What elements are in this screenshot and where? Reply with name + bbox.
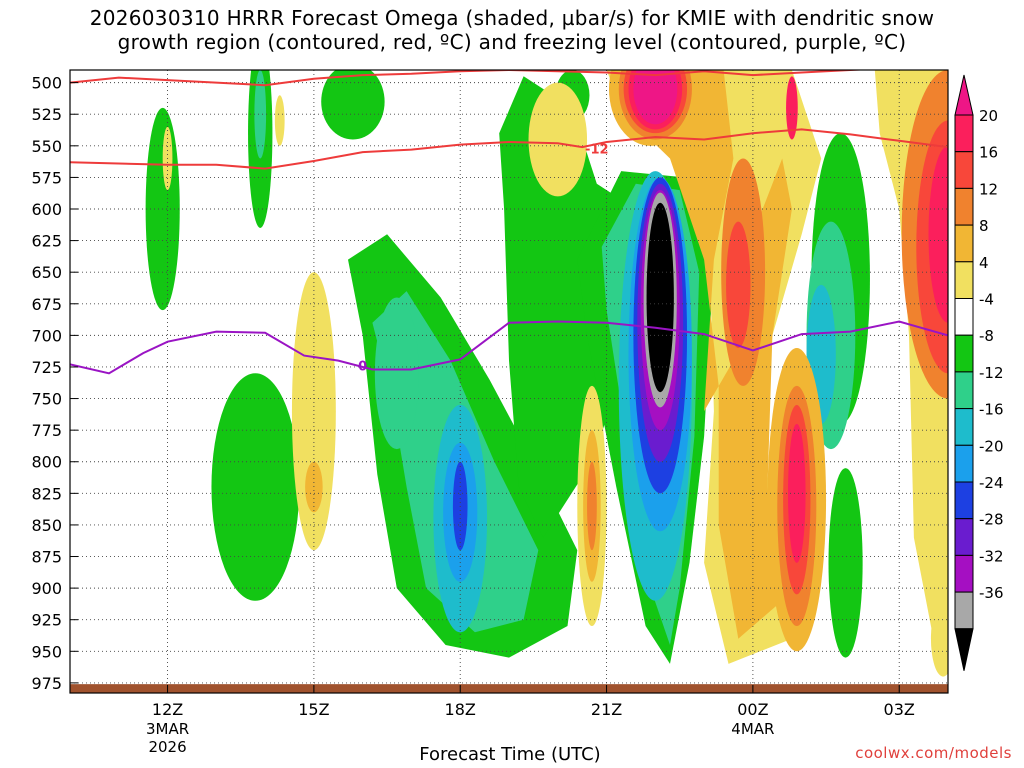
y-tick-label: 725 [31, 358, 62, 377]
contour-lines: -12 0 [70, 70, 948, 375]
plot-frame [69, 69, 949, 694]
y-tick-label: 650 [31, 263, 62, 282]
omega-ascent-left-m20 [452, 461, 468, 551]
colorbar-label: -24 [979, 474, 1004, 492]
terrain-strip [70, 684, 948, 693]
omega-blob-low-14z [211, 373, 300, 601]
x-tick-label: 18Z [445, 700, 476, 719]
freezing-contour-label: 0 [358, 360, 367, 375]
x-tick-sublabel: 2026 [148, 738, 186, 756]
x-tick-label: 12Z [152, 700, 183, 719]
dgz-upper-contour [70, 70, 870, 87]
omega-ascent-center [499, 76, 656, 538]
y-tick-label: 950 [31, 642, 62, 661]
colorbar-swatch [954, 334, 974, 373]
y-tick-label: 875 [31, 548, 62, 567]
colorbar-swatch [954, 261, 974, 299]
colorbar-swatch [954, 151, 974, 189]
omega-ascent-right-low [828, 468, 863, 658]
x-tick-label: 00Z [737, 700, 768, 719]
y-tick-label: 850 [31, 516, 62, 535]
y-tick-label: 900 [31, 579, 62, 598]
y-tick-label: 600 [31, 200, 62, 219]
omega-desc-15z [291, 272, 336, 551]
y-tick-label: 800 [31, 453, 62, 472]
y-tick-label: 500 [31, 74, 62, 93]
x-tick-label: 21Z [591, 700, 622, 719]
colorbar-label: -4 [979, 291, 994, 309]
y-tick-label: 575 [31, 168, 62, 187]
colorbar-swatch [954, 298, 974, 336]
x-tick-label: 15Z [298, 700, 329, 719]
colorbar-label: 20 [979, 107, 998, 125]
axes: 500 525 550 575 600 625 650 675 700 725 750 775 800 8… [31, 69, 949, 756]
x-tick-sublabel: 4MAR [731, 720, 774, 738]
colorbar-swatch [954, 518, 974, 556]
colorbar-swatch [954, 114, 974, 153]
colorbar-swatch [954, 444, 974, 483]
omega-desc-top-00z-core [786, 76, 798, 140]
omega-desc-top-p20 [633, 70, 678, 125]
colorbar-bottom-arrow [954, 628, 974, 671]
chart-title: 2026030310 HRRR Forecast Omega (shaded, … [0, 6, 1024, 54]
colorbar-label: -12 [979, 364, 1004, 382]
colorbar-swatch [954, 187, 974, 226]
x-tick-label: 03Z [884, 700, 915, 719]
colorbar-swatch [954, 224, 974, 263]
colorbar-label: -28 [979, 511, 1004, 529]
colorbar-swatch [954, 554, 974, 593]
colorbar-top-arrow [954, 74, 974, 116]
y-tick-label: 925 [31, 611, 62, 630]
omega-desc-mid-p12 [726, 221, 751, 349]
colorbar-label: 12 [979, 180, 998, 198]
colorbar-label: -16 [979, 401, 1004, 419]
omega-desc-right-p16 [928, 145, 948, 323]
y-tick-label: 550 [31, 137, 62, 156]
y-tick-label: 775 [31, 421, 62, 440]
omega-shaded-field [70, 70, 948, 693]
omega-desc-right-low [930, 600, 948, 677]
y-tick-label: 700 [31, 326, 62, 345]
omega-desc-15z-core [305, 461, 323, 513]
colorbar-label: -20 [979, 437, 1004, 455]
y-tick-label: 675 [31, 295, 62, 314]
omega-desc-low-p16 [788, 423, 806, 563]
colorbar-swatch [954, 371, 974, 410]
colorbar-swatch [954, 481, 974, 520]
y-tick-label: 750 [31, 390, 62, 409]
omega-desc-20z [528, 82, 588, 197]
colorbar-swatch [954, 408, 974, 446]
colorbar: 20 16 12 8 4 -4 -8 -12 -16 -20 -24 -28 -32 -36 [954, 74, 1004, 671]
x-axis-label: Forecast Time (UTC) [419, 744, 601, 765]
colorbar-label: 16 [979, 144, 998, 162]
omega-desc-tiny-14z [274, 95, 285, 146]
y-tick-label: 825 [31, 484, 62, 503]
omega-ascent-mid-m8 [374, 297, 419, 450]
chart-title-line1: 2026030310 HRRR Forecast Omega (shaded, … [89, 6, 935, 30]
chart-title-line2: growth region (contoured, red, ºC) and f… [117, 30, 907, 54]
omega-blob-top-16z [321, 70, 385, 140]
colorbar-label: -8 [979, 327, 994, 345]
y-tick-label: 525 [31, 105, 62, 124]
colorbar-label: 4 [979, 254, 989, 272]
omega-desc-21z-inner [587, 461, 597, 551]
dgz-contour-label: -12 [585, 142, 609, 157]
y-tick-label: 975 [31, 674, 62, 693]
omega-desc-main-p4 [616, 70, 792, 639]
colorbar-swatch [954, 591, 974, 630]
colorbar-label: -32 [979, 547, 1004, 565]
omega-core-m36 [646, 202, 674, 393]
y-tick-label: 625 [31, 232, 62, 251]
dgz-minus12-contour [70, 128, 948, 170]
freezing-level-contour [70, 320, 948, 375]
colorbar-label: -36 [979, 584, 1004, 602]
omega-blob-14z-core [254, 70, 267, 159]
x-tick-sublabel: 3MAR [146, 720, 189, 738]
colorbar-label: 8 [979, 217, 989, 235]
credit-text: coolwx.com/models [855, 744, 1012, 762]
